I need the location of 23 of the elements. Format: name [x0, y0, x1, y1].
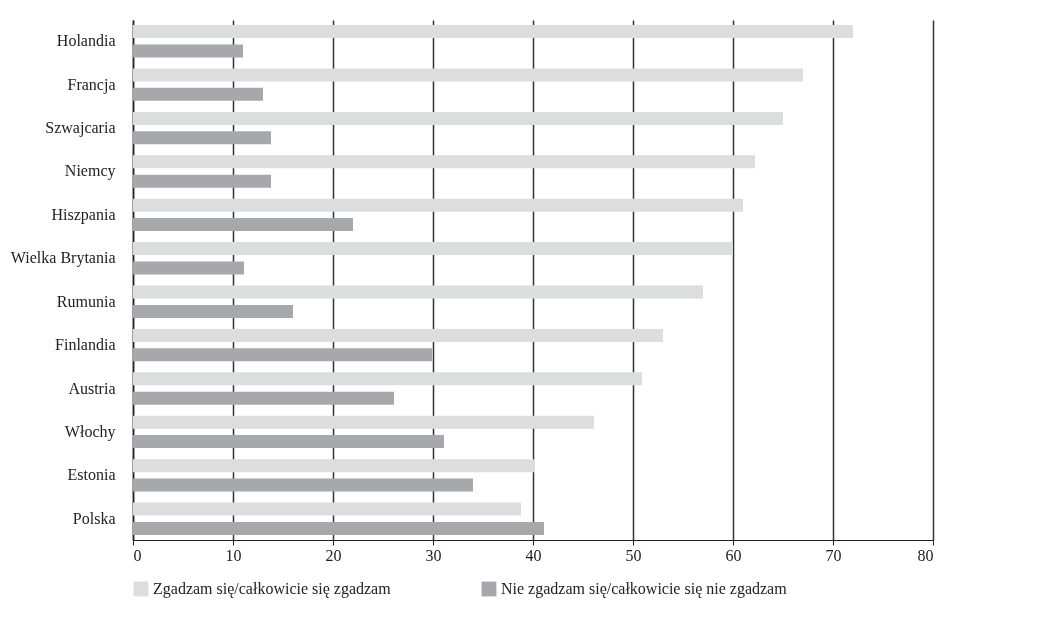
y-tick-label: Polska: [72, 509, 116, 527]
y-tick-label: Francja: [67, 75, 116, 94]
y-tick-label: Rumunia: [56, 292, 116, 310]
x-tick-label: 40: [525, 546, 542, 564]
legend-label: Nie zgadzam się/całkowicie się nie zgadzam: [501, 580, 788, 598]
x-tick-label: 80: [917, 546, 934, 564]
y-tick-label: Hiszpania: [51, 205, 116, 224]
x-tick-label: 70: [825, 546, 842, 564]
x-tick-label: 20: [325, 546, 342, 564]
x-tick-label: 10: [225, 546, 242, 564]
y-tick-label: Austria: [68, 379, 116, 397]
x-tick-label: 30: [425, 546, 442, 564]
y-tick-label: Niemcy: [64, 162, 116, 181]
x-tick-label: 50: [625, 546, 642, 564]
y-tick-label: Finlandia: [55, 336, 116, 354]
y-tick-label: Szwajcaria: [45, 119, 116, 138]
legend-label: Zgadzam się/całkowicie się zgadzam: [153, 580, 392, 598]
x-tick-label: 60: [725, 546, 742, 564]
y-tick-label: Estonia: [67, 466, 116, 484]
y-tick-label: Wielka Brytania: [10, 249, 116, 268]
x-tick-label: 0: [133, 546, 142, 564]
y-tick-label: Holandia: [56, 32, 116, 50]
y-tick-label: Włochy: [64, 422, 116, 441]
